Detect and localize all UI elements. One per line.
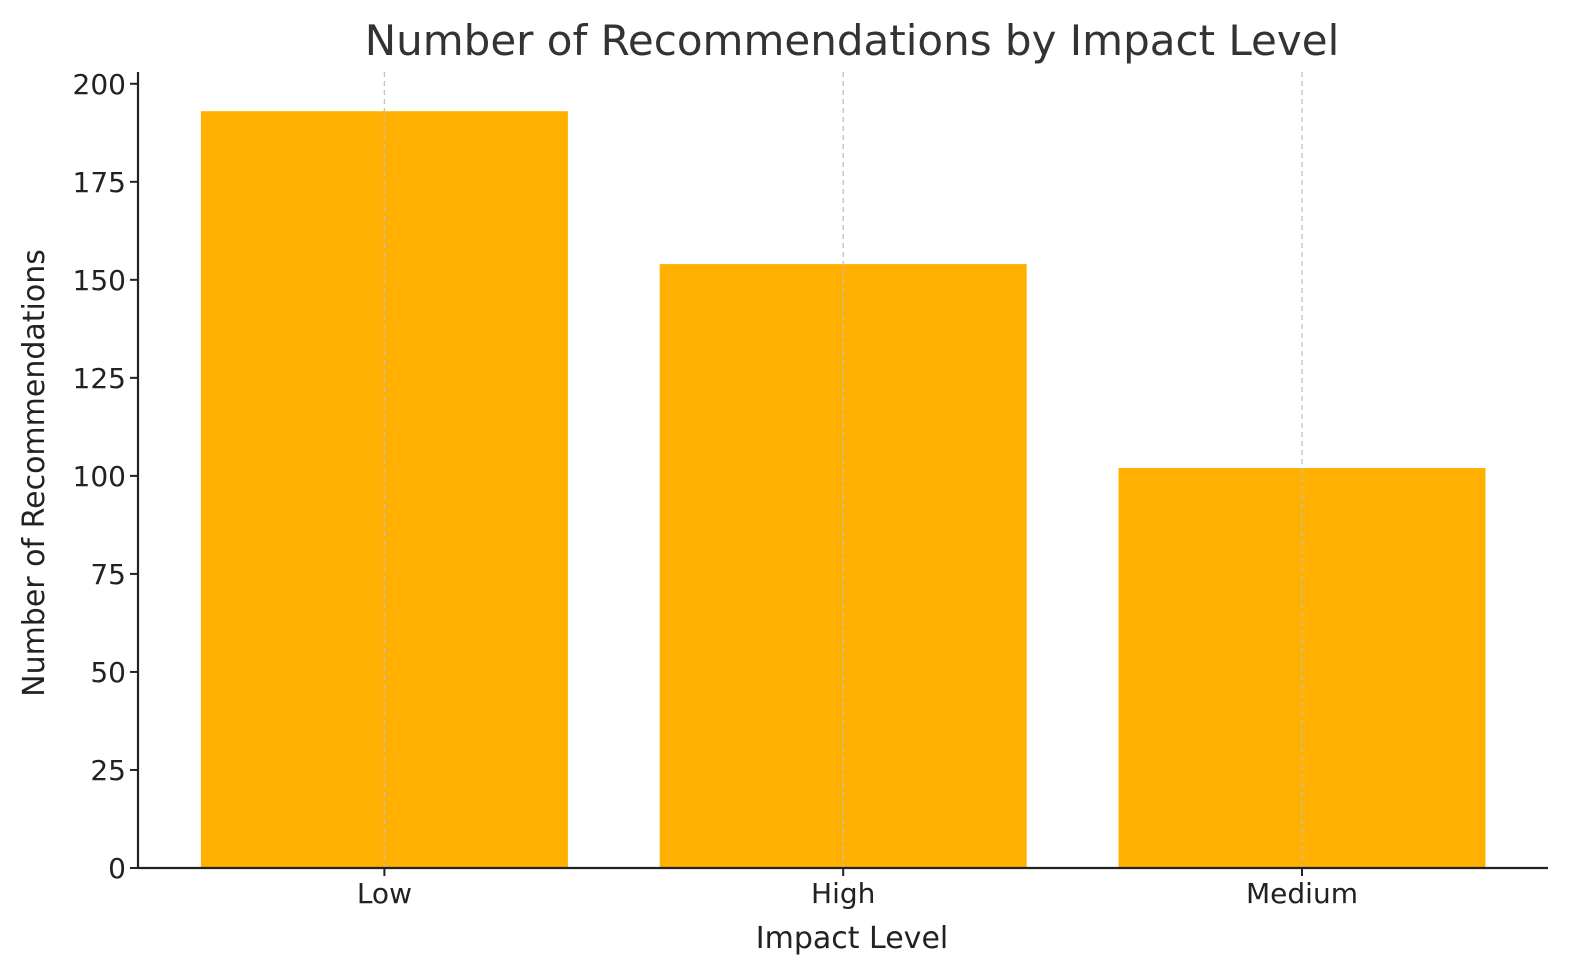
grid-layer bbox=[383, 72, 1303, 868]
chart-title: Number of Recommendations by Impact Leve… bbox=[365, 16, 1340, 65]
x-tick-label-low: Low bbox=[357, 877, 412, 910]
y-tick-label-150: 150 bbox=[73, 264, 126, 297]
y-tick-label-175: 175 bbox=[73, 166, 126, 199]
y-tick-label-100: 100 bbox=[73, 460, 126, 493]
x-axis-label: Impact Level bbox=[756, 921, 948, 956]
x-tick-label-medium: Medium bbox=[1246, 877, 1358, 910]
y-tick-label-200: 200 bbox=[73, 68, 126, 101]
x-tick-label-high: High bbox=[811, 877, 875, 910]
y-tick-label-25: 25 bbox=[90, 754, 126, 787]
y-tick-label-0: 0 bbox=[108, 852, 126, 885]
ticks-layer: Low High Medium 0 25 50 75 100 125 150 175 200 bbox=[73, 68, 1358, 910]
y-tick-label-50: 50 bbox=[90, 656, 126, 689]
y-axis-label: Number of Recommendations bbox=[17, 249, 52, 697]
y-tick-label-125: 125 bbox=[73, 362, 126, 395]
y-tick-label-75: 75 bbox=[90, 558, 126, 591]
